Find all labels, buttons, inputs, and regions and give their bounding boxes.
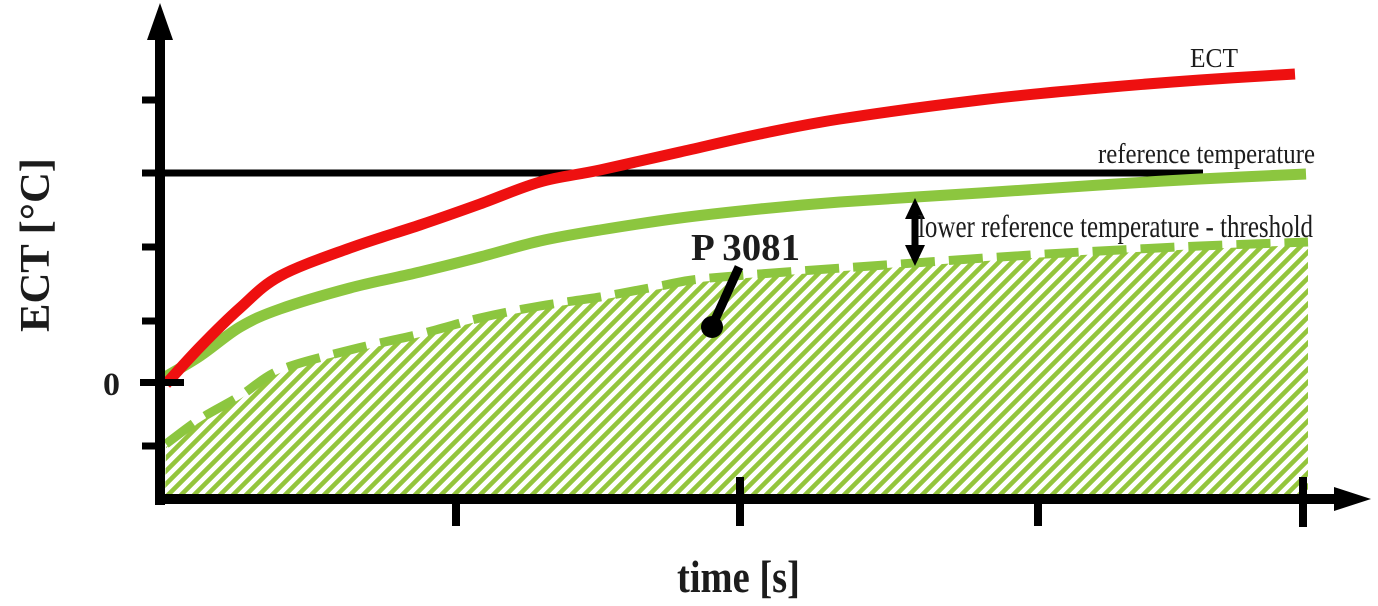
svg-text:reference temperature: reference temperature <box>1098 139 1315 170</box>
svg-text:P 3081: P 3081 <box>691 227 800 269</box>
svg-text:0: 0 <box>103 367 120 403</box>
svg-text:time [s]: time [s] <box>677 551 800 602</box>
svg-text:lower reference temperature -: lower reference temperature - threshold <box>918 208 1313 244</box>
svg-text:ECT: ECT <box>1190 43 1238 73</box>
svg-text:ECT [°C]: ECT [°C] <box>13 158 59 332</box>
